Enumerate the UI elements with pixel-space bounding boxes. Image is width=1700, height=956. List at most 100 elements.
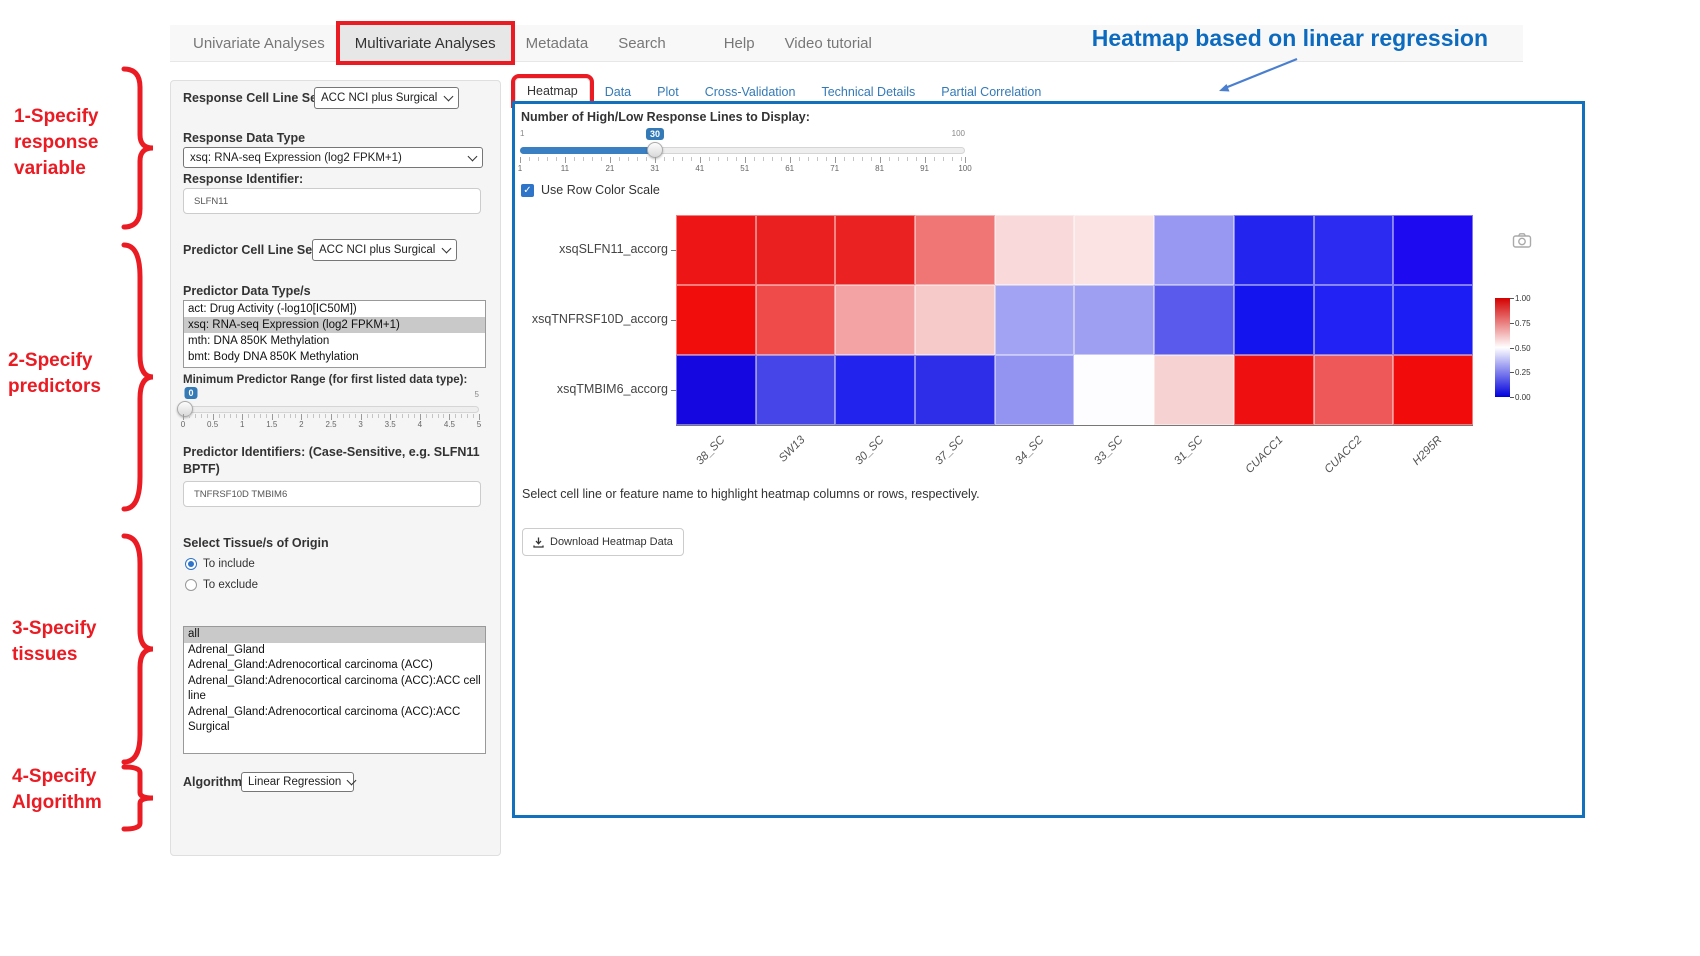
heatmap-cell-r2-c5[interactable] — [1074, 355, 1155, 425]
chevron-down-icon — [441, 243, 452, 254]
nav-item-help[interactable]: Help — [723, 34, 755, 52]
heatmap-x-label-sw13[interactable]: SW13 — [776, 434, 808, 465]
option-adrenal-gland-adrenocortical-carcinoma-acc-acc-cell-line[interactable]: Adrenal_Gland:Adrenocortical carcinoma (… — [188, 674, 481, 703]
heatmap-cell-r2-c2[interactable] — [835, 355, 916, 425]
heatmap-cell-r2-c9[interactable] — [1393, 355, 1473, 425]
heatmap-cell-r2-c6[interactable] — [1154, 355, 1234, 425]
predictor-cell-line-set-select[interactable]: ACC NCI plus Surgical — [312, 239, 457, 261]
heatmap-x-label-h295r[interactable]: H295R — [1410, 434, 1445, 468]
heatmap-cell-r0-c9[interactable] — [1393, 215, 1473, 285]
heatmap-row-label-xsqtnfrsf10d-accorg[interactable]: xsqTNFRSF10D_accorg — [531, 312, 668, 326]
slider-track[interactable] — [183, 406, 479, 413]
response-data-type-select[interactable]: xsq: RNA-seq Expression (log2 FPKM+1) — [183, 147, 483, 168]
heatmap-cell-r0-c5[interactable] — [1074, 215, 1155, 285]
heatmap-x-label-30-sc[interactable]: 30_SC — [853, 434, 887, 468]
slider-min-label: 1 — [520, 129, 525, 138]
slider-minor-tick — [618, 157, 620, 161]
nav-item-video-tutorial[interactable]: Video tutorial — [784, 34, 872, 52]
slider-tick — [449, 414, 451, 420]
slider-tick-label: 31 — [650, 164, 660, 173]
heatmap-cell-r0-c3[interactable] — [915, 215, 995, 285]
slider-minor-tick — [915, 157, 917, 161]
tab-technical-details[interactable]: Technical Details — [821, 85, 916, 99]
heatmap-cell-r0-c6[interactable] — [1154, 215, 1234, 285]
slider-handle[interactable] — [647, 142, 663, 158]
heatmap-x-label-31-sc[interactable]: 31_SC — [1172, 434, 1206, 468]
nav-item-metadata[interactable]: Metadata — [525, 34, 589, 52]
heatmap-x-label-cuacc1[interactable]: CUACC1 — [1243, 434, 1286, 476]
heatmap-x-label-37-sc[interactable]: 37_SC — [933, 434, 967, 468]
heatmap-cell-r2-c0[interactable] — [676, 355, 756, 425]
predictor-identifiers-label: Predictor Identifiers: (Case-Sensitive, … — [183, 445, 480, 476]
nav-item-multivariate-analyses[interactable]: Multivariate Analyses — [335, 21, 515, 65]
slider-minor-tick — [224, 414, 226, 418]
slider-minor-tick — [726, 157, 728, 161]
response-identifier-input[interactable]: SLFN11 — [183, 188, 481, 214]
heatmap-cell-r0-c4[interactable] — [994, 215, 1075, 285]
heatmap-cell-r0-c8[interactable] — [1313, 215, 1394, 285]
heatmap-cell-r2-c4[interactable] — [994, 355, 1075, 425]
algorithm-select[interactable]: Linear Regression — [241, 772, 357, 792]
tab-cross-validation[interactable]: Cross-Validation — [704, 85, 796, 99]
heatmap-cell-r0-c7[interactable] — [1233, 215, 1314, 285]
heatmap-cell-r0-c1[interactable] — [755, 215, 836, 285]
slider-tick — [654, 157, 656, 163]
heatmap-cell-r1-c0[interactable] — [676, 285, 756, 355]
radio-to-exclude[interactable]: To exclude — [185, 579, 258, 591]
response-cell-line-set-select[interactable]: ACC NCI plus Surgical — [314, 87, 459, 109]
slider-tick — [360, 414, 362, 420]
heatmap-x-label-34-sc[interactable]: 34_SC — [1012, 434, 1047, 468]
row-color-scale-label: Use Row Color Scale — [541, 183, 660, 197]
nav-item-search[interactable]: Search — [618, 34, 666, 52]
camera-icon[interactable] — [1512, 232, 1532, 248]
download-heatmap-data-button[interactable]: Download Heatmap Data — [522, 528, 684, 556]
option-mth-dna-850k-methylation[interactable]: mth: DNA 850K Methylation — [188, 335, 330, 347]
slider-tick-label: 71 — [830, 164, 840, 173]
tab-plot[interactable]: Plot — [657, 85, 679, 99]
slider-minor-tick — [636, 157, 638, 161]
heatmap-cell-r2-c1[interactable] — [755, 355, 836, 425]
heatmap-cell-r2-c8[interactable] — [1313, 355, 1394, 425]
sidebar-panel: Response Cell Line Set ACC NCI plus Surg… — [170, 80, 501, 856]
heatmap-cell-r1-c6[interactable] — [1154, 285, 1234, 355]
option-xsq-rna-seq-expression-log2-fpkm-1[interactable]: xsq: RNA-seq Expression (log2 FPKM+1) — [184, 317, 485, 333]
heatmap-x-label-33-sc[interactable]: 33_SC — [1092, 434, 1126, 468]
heatmap-cell-r0-c2[interactable] — [835, 215, 916, 285]
heatmap-cell-r1-c3[interactable] — [915, 285, 995, 355]
slider-minor-tick — [194, 414, 196, 418]
colorbar-tick — [1510, 298, 1514, 299]
heatmap-row-label-xsqslfn11-accorg[interactable]: xsqSLFN11_accorg — [559, 242, 668, 256]
slider-minor-tick — [325, 414, 327, 418]
heatmap-x-label-cuacc2[interactable]: CUACC2 — [1322, 434, 1365, 476]
heatmap-cell-r2-c7[interactable] — [1233, 355, 1314, 425]
option-adrenal-gland-adrenocortical-carcinoma-acc[interactable]: Adrenal_Gland:Adrenocortical carcinoma (… — [188, 659, 433, 671]
tab-partial-correlation[interactable]: Partial Correlation — [941, 85, 1042, 99]
slider-minor-tick — [771, 157, 773, 161]
heatmap-cell-r1-c1[interactable] — [755, 285, 836, 355]
colorbar-tick — [1510, 397, 1514, 398]
heatmap-cell-r1-c4[interactable] — [994, 285, 1075, 355]
heatmap-cell-r1-c2[interactable] — [835, 285, 916, 355]
slider-minor-tick — [461, 414, 463, 418]
tab-data[interactable]: Data — [604, 85, 632, 99]
option-act-drug-activity-log10-ic50m[interactable]: act: Drug Activity (-log10[IC50M]) — [188, 303, 357, 315]
heatmap-cell-r1-c7[interactable] — [1233, 285, 1314, 355]
heatmap-cell-r2-c3[interactable] — [915, 355, 995, 425]
heatmap-x-label-38-sc[interactable]: 38_SC — [693, 434, 728, 468]
option-adrenal-gland-adrenocortical-carcinoma-acc-acc-surgical[interactable]: Adrenal_Gland:Adrenocortical carcinoma (… — [188, 705, 461, 734]
row-color-scale-checkbox[interactable]: ✓ — [521, 183, 534, 197]
heatmap-cell-r1-c9[interactable] — [1393, 285, 1473, 355]
slider-minor-tick — [307, 414, 309, 418]
radio-to-include[interactable]: To include — [185, 558, 258, 570]
nav-item-univariate-analyses[interactable]: Univariate Analyses — [193, 34, 325, 52]
heatmap-cell-r1-c5[interactable] — [1074, 285, 1155, 355]
slider-minor-tick — [277, 414, 279, 418]
heatmap-row-label-xsqtmbim6-accorg[interactable]: xsqTMBIM6_accorg — [556, 382, 668, 396]
heatmap-cell-r1-c8[interactable] — [1313, 285, 1394, 355]
option-bmt-body-dna-850k-methylation[interactable]: bmt: Body DNA 850K Methylation — [188, 351, 359, 363]
option-adrenal-gland[interactable]: Adrenal_Gland — [188, 643, 265, 656]
predictor-identifiers-input[interactable]: TNFRSF10D TMBIM6 — [183, 481, 481, 507]
heatmap-cell-r0-c0[interactable] — [676, 215, 756, 285]
option-all[interactable]: all — [184, 627, 485, 643]
slider-handle[interactable] — [177, 401, 193, 417]
